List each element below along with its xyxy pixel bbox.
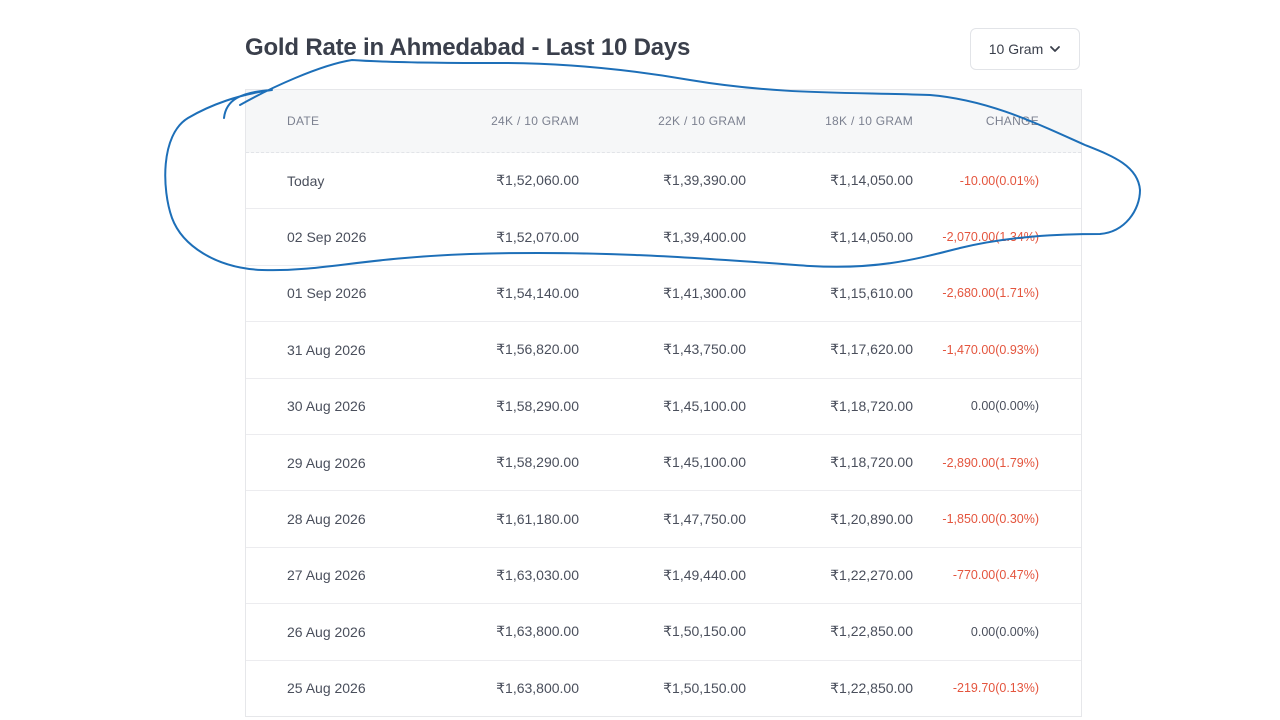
cell-18k: ₹1,22,270.00 — [830, 566, 913, 583]
cell-date: 30 Aug 2026 — [287, 398, 366, 415]
cell-18k: ₹1,22,850.00 — [830, 623, 913, 640]
cell-24k: ₹1,63,800.00 — [496, 623, 579, 640]
column-header-24k: 24K / 10 GRAM — [491, 114, 579, 128]
cell-22k: ₹1,39,400.00 — [663, 228, 746, 245]
table-body: Today ₹1,52,060.00 ₹1,39,390.00 ₹1,14,050.0… — [246, 153, 1081, 716]
cell-change: -2,680.00(1.71%) — [942, 286, 1039, 301]
cell-24k: ₹1,54,140.00 — [496, 284, 579, 301]
cell-18k: ₹1,17,620.00 — [830, 341, 913, 358]
cell-change: -1,850.00(0.30%) — [942, 512, 1039, 527]
cell-22k: ₹1,41,300.00 — [663, 284, 746, 301]
cell-date: 25 Aug 2026 — [287, 680, 366, 697]
gold-rate-table: DATE 24K / 10 GRAM 22K / 10 GRAM 18K / 1… — [245, 89, 1082, 717]
table-row: 28 Aug 2026 ₹1,61,180.00 ₹1,47,750.00 ₹1,20… — [246, 491, 1081, 548]
cell-change: -2,070.00(1.34%) — [942, 230, 1039, 245]
column-header-date: DATE — [287, 114, 320, 128]
cell-24k: ₹1,61,180.00 — [496, 510, 579, 527]
cell-24k: ₹1,63,030.00 — [496, 566, 579, 583]
cell-22k: ₹1,50,150.00 — [663, 623, 746, 640]
cell-date: 31 Aug 2026 — [287, 341, 366, 358]
cell-date: 29 Aug 2026 — [287, 454, 366, 471]
column-header-18k: 18K / 10 GRAM — [825, 114, 913, 128]
cell-24k: ₹1,52,070.00 — [496, 228, 579, 245]
cell-18k: ₹1,15,610.00 — [830, 284, 913, 301]
cell-date: 02 Sep 2026 — [287, 229, 367, 246]
cell-24k: ₹1,56,820.00 — [496, 341, 579, 358]
cell-date: 28 Aug 2026 — [287, 511, 366, 528]
table-row: Today ₹1,52,060.00 ₹1,39,390.00 ₹1,14,050.0… — [246, 153, 1081, 210]
unit-dropdown-label: 10 Gram — [988, 41, 1044, 57]
table-row: 01 Sep 2026 ₹1,54,140.00 ₹1,41,300.00 ₹1,15… — [246, 266, 1081, 323]
cell-change: 0.00(0.00%) — [970, 399, 1039, 414]
cell-18k: ₹1,14,050.00 — [830, 172, 913, 189]
cell-22k: ₹1,39,390.00 — [663, 172, 746, 189]
table-row: 29 Aug 2026 ₹1,58,290.00 ₹1,45,100.00 ₹1,18… — [246, 435, 1081, 492]
cell-change: -1,470.00(0.93%) — [942, 342, 1039, 357]
table-row: 25 Aug 2026 ₹1,63,800.00 ₹1,50,150.00 ₹1,22… — [246, 661, 1081, 716]
page-title: Gold Rate in Ahmedabad - Last 10 Days — [245, 34, 691, 61]
cell-change: -219.70(0.13%) — [952, 681, 1039, 696]
cell-change: -770.00(0.47%) — [952, 568, 1039, 583]
cell-change: 0.00(0.00%) — [970, 624, 1039, 639]
table-row: 27 Aug 2026 ₹1,63,030.00 ₹1,49,440.00 ₹1,22… — [246, 548, 1081, 605]
cell-22k: ₹1,43,750.00 — [663, 341, 746, 358]
cell-18k: ₹1,20,890.00 — [830, 510, 913, 527]
column-header-22k: 22K / 10 GRAM — [658, 114, 746, 128]
cell-date: Today — [287, 172, 325, 189]
table-row: 30 Aug 2026 ₹1,58,290.00 ₹1,45,100.00 ₹1,18… — [246, 379, 1081, 435]
cell-22k: ₹1,47,750.00 — [663, 510, 746, 527]
cell-change: -2,890.00(1.79%) — [942, 455, 1039, 470]
cell-18k: ₹1,18,720.00 — [830, 454, 913, 471]
cell-change: -10.00(0.01%) — [959, 173, 1039, 188]
cell-date: 01 Sep 2026 — [287, 285, 367, 302]
cell-18k: ₹1,22,850.00 — [830, 679, 913, 696]
cell-24k: ₹1,63,800.00 — [496, 679, 579, 696]
table-row: 26 Aug 2026 ₹1,63,800.00 ₹1,50,150.00 ₹1,22… — [246, 604, 1081, 661]
cell-24k: ₹1,52,060.00 — [496, 172, 579, 189]
cell-22k: ₹1,50,150.00 — [663, 679, 746, 696]
cell-date: 26 Aug 2026 — [287, 623, 366, 640]
table-header: DATE 24K / 10 GRAM 22K / 10 GRAM 18K / 1… — [246, 90, 1081, 153]
cell-22k: ₹1,45,100.00 — [663, 454, 746, 471]
cell-18k: ₹1,18,720.00 — [830, 397, 913, 414]
cell-24k: ₹1,58,290.00 — [496, 397, 579, 414]
chevron-down-icon — [1050, 46, 1061, 52]
table-row: 02 Sep 2026 ₹1,52,070.00 ₹1,39,400.00 ₹1,14… — [246, 209, 1081, 266]
cell-18k: ₹1,14,050.00 — [830, 228, 913, 245]
cell-22k: ₹1,49,440.00 — [663, 566, 746, 583]
cell-24k: ₹1,58,290.00 — [496, 454, 579, 471]
table-row: 31 Aug 2026 ₹1,56,820.00 ₹1,43,750.00 ₹1,17… — [246, 322, 1081, 379]
column-header-change: CHANGE — [985, 114, 1039, 128]
unit-dropdown[interactable]: 10 Gram — [970, 28, 1080, 70]
cell-date: 27 Aug 2026 — [287, 567, 366, 584]
cell-22k: ₹1,45,100.00 — [663, 397, 746, 414]
